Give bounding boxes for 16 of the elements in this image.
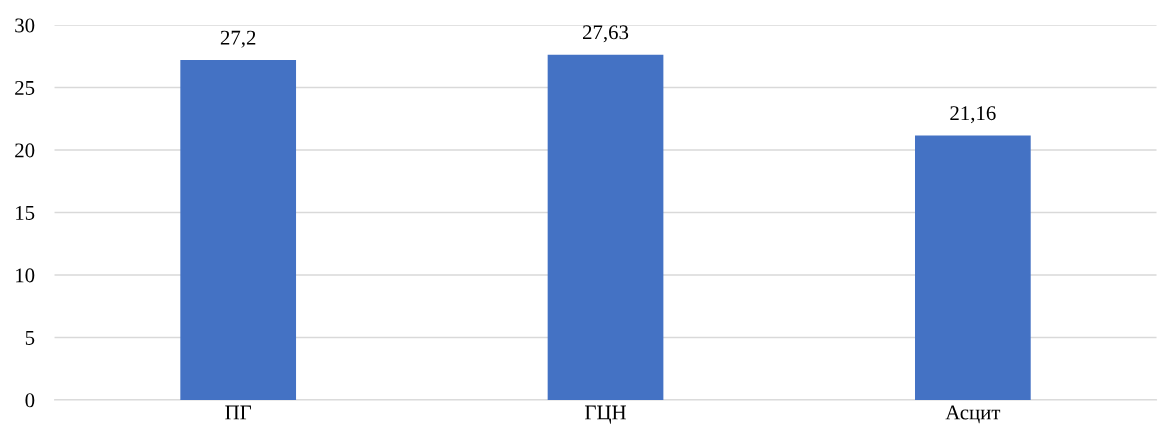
x-tick-label: Асцит [945,405,1001,424]
x-tick-label: ГЦН [585,405,626,424]
y-tick-label: 30 [15,18,35,33]
y-tick-label: 5 [25,331,35,345]
data-label: 21,16 [950,106,996,124]
y-tick-label: 15 [16,205,35,220]
y-tick-label: 10 [16,268,35,283]
x-tick-label: ПГ [225,405,252,420]
bar [180,60,297,400]
y-tick-label: 0 [25,393,35,408]
y-tick-label: 20 [15,143,35,158]
data-label: 27,2 [220,30,256,48]
bar [915,135,1031,400]
bar [547,54,664,400]
y-tick-label: 25 [15,80,35,95]
data-label: 27,63 [583,25,629,43]
